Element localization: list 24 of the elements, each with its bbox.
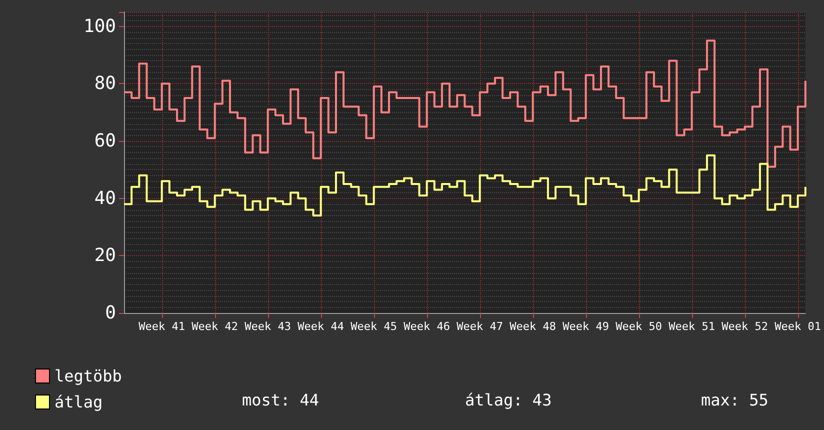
text: most: 44: [242, 390, 320, 410]
x-tick-label: Week 01: [774, 320, 821, 333]
x-tick-label: Week 52: [722, 320, 768, 333]
text: max: 55: [701, 390, 768, 410]
x-tick-label: Week 47: [456, 320, 504, 333]
x-tick-label: Week 44: [298, 320, 344, 333]
y-tick-label: 100: [83, 16, 116, 37]
y-tick-label: 80: [94, 73, 116, 94]
x-tick-label: Week 43: [244, 320, 292, 333]
x-tick-label: Week 48: [510, 320, 556, 333]
x-tick-label: Week 45: [350, 320, 398, 333]
x-tick-label: Week 49: [562, 320, 610, 333]
x-tick-label: Week 50: [616, 320, 662, 333]
x-tick-label: Week 41: [138, 320, 186, 333]
x-tick-label: Week 51: [668, 320, 716, 333]
x-tick-label: Week 42: [192, 320, 238, 333]
y-tick-label: 0: [105, 302, 116, 324]
y-tick-label: 20: [94, 245, 116, 266]
y-tick-label: 60: [94, 130, 116, 152]
x-tick-label: Week 46: [404, 320, 450, 333]
y-tick-label: 40: [94, 188, 116, 209]
text: átlag: 43: [465, 390, 552, 410]
legend-label: legtöbb: [54, 366, 122, 386]
legend-label: átlag: [54, 392, 103, 412]
